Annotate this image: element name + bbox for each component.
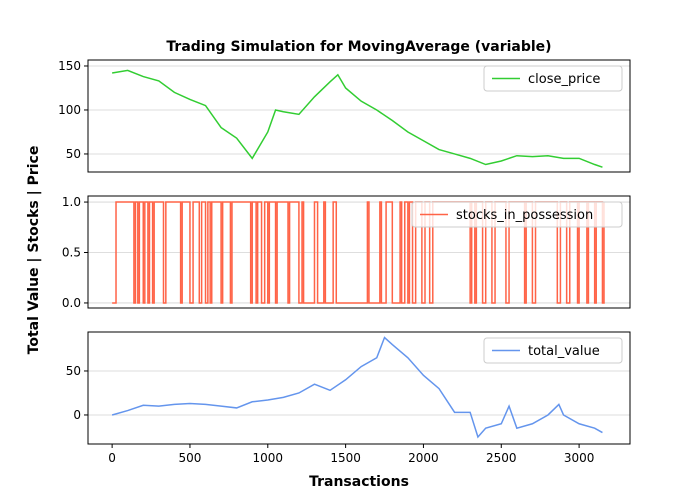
axes-frame [87, 331, 631, 445]
plot-area [111, 336, 603, 439]
x-tick-label: 1000 [253, 451, 284, 465]
y-tick-label: 0 [73, 408, 81, 422]
plot-area [112, 69, 603, 168]
legend-box [483, 65, 623, 92]
axes-frame [87, 195, 631, 309]
y-tick-label: 100 [58, 103, 81, 117]
legend-label: stocks_in_possession [456, 208, 593, 223]
chart-title: Trading Simulation for MovingAverage (va… [166, 39, 551, 55]
y-axis-label: Total Value | Stocks | Price [26, 146, 42, 355]
series-line [112, 201, 605, 304]
x-tick-label: 1500 [330, 451, 361, 465]
axes-frame [87, 59, 631, 173]
x-tick-label: 2500 [486, 451, 517, 465]
y-tick-label: 50 [66, 364, 81, 378]
y-tick-label: 1.0 [62, 195, 81, 209]
legend-box [483, 337, 623, 364]
series-line [111, 336, 603, 439]
x-axis-label: Transactions [309, 474, 409, 490]
y-tick-label: 50 [66, 147, 81, 161]
x-tick-label: 2000 [408, 451, 439, 465]
legend-label: total_value [528, 344, 600, 359]
x-tick-label: 3000 [564, 451, 595, 465]
y-tick-label: 150 [58, 59, 81, 73]
legend-box [411, 201, 623, 228]
y-tick-label: 0.5 [62, 246, 81, 260]
y-tick-label: 0.0 [62, 296, 81, 310]
x-tick-label: 0 [108, 451, 116, 465]
series-line [112, 69, 603, 168]
legend-label: close_price [528, 72, 600, 87]
plot-area [112, 201, 605, 304]
x-tick-label: 500 [179, 451, 202, 465]
